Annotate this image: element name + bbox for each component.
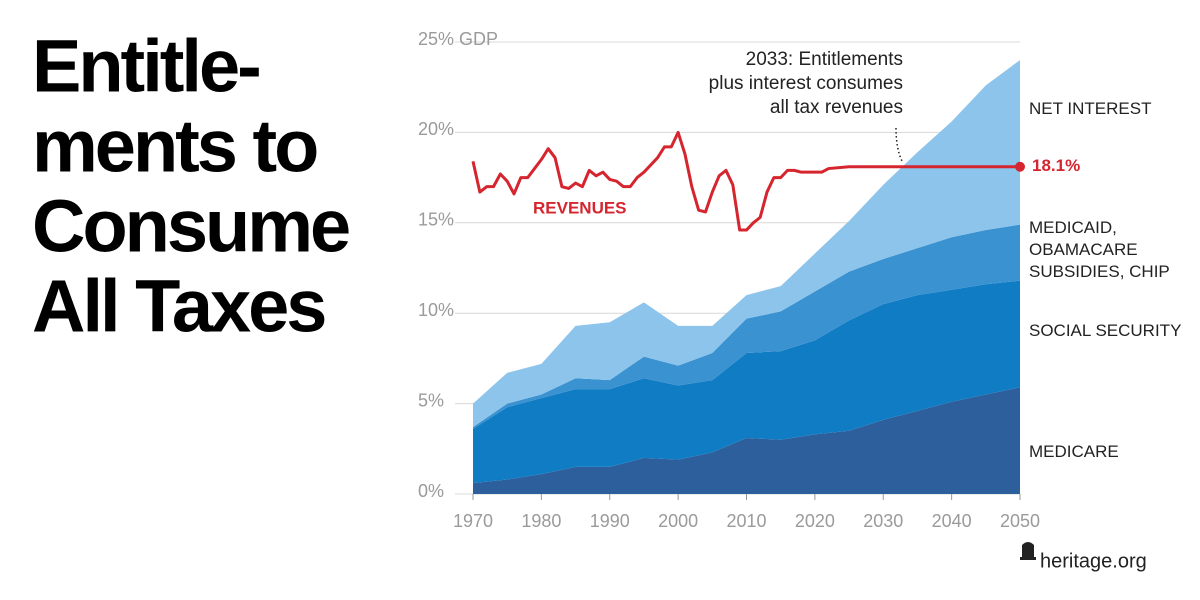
foreground: 18.1% REVENUES MEDICARE SOCIAL SECURITY MEDI…: [471, 49, 1181, 461]
y-tick-label: 0%: [418, 481, 444, 501]
annotation-leader: [895, 127, 904, 164]
x-tick-label: 2020: [795, 511, 835, 531]
annotation: all tax revenues: [770, 97, 903, 118]
x-tick-label: 2000: [658, 511, 698, 531]
source-icon: [1020, 542, 1036, 560]
series-label: REVENUES: [533, 198, 627, 217]
x-tick-label: 1970: [453, 511, 493, 531]
area: [473, 280, 1020, 484]
source: heritage.org: [1040, 550, 1147, 572]
y-tick-label: 20%: [418, 119, 454, 139]
area: [473, 387, 1020, 494]
revenue-line: [471, 130, 1020, 232]
end-dot: [1015, 161, 1025, 172]
y-tick-label: 10%: [418, 300, 454, 320]
title-line: ments to: [32, 105, 317, 188]
legend-label: MEDICARE: [1029, 442, 1119, 461]
x-tick-label: 2030: [863, 511, 903, 531]
grid: 0% 5% 10% 15% 20% 25% GDP 1970 1980 1990 2000 2010…: [418, 29, 1040, 531]
title-line: Consume: [32, 185, 349, 268]
area: [473, 60, 1020, 428]
x-tick-label: 2050: [1000, 511, 1040, 531]
x-tick-label: 1990: [590, 511, 630, 531]
annotation: plus interest consumes: [709, 73, 903, 94]
areas: [473, 60, 1020, 494]
y-tick-label: 5%: [418, 390, 444, 410]
x-tick-label: 1980: [521, 511, 561, 531]
legend-label: MEDICAID, OBAMACARE SUBSIDIES, CHIP: [1029, 218, 1170, 281]
title-line: Entitle-: [32, 25, 259, 108]
x-tick-label: 2040: [932, 511, 972, 531]
end-label: 18.1%: [1032, 156, 1080, 175]
legend-label: NET INTEREST: [1029, 99, 1151, 118]
title-line: All Taxes: [32, 265, 325, 348]
legend-label: SOCIAL SECURITY: [1029, 321, 1181, 340]
area: [473, 224, 1020, 429]
x-tick-label: 2010: [726, 511, 766, 531]
y-tick-label: 25% GDP: [418, 29, 498, 49]
y-tick-label: 15%: [418, 210, 454, 230]
annotation: 2033: Entitlements: [746, 49, 903, 70]
